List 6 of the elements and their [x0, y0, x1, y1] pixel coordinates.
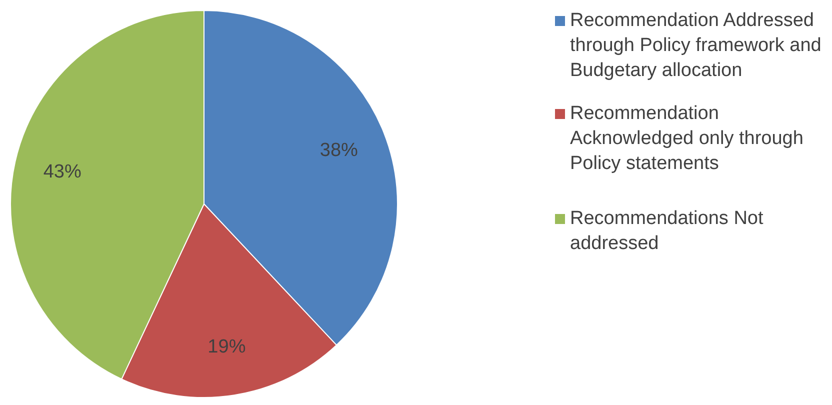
data-label: 43% [43, 162, 82, 183]
legend-label: Recommendation Addressed through Policy framework and Budgetary allocation [570, 9, 822, 83]
data-label: 19% [208, 336, 246, 358]
legend-label: Recommendations Not addressed [570, 207, 764, 256]
legend-label: Recommendation Acknowledged only through Policy statements [570, 102, 804, 176]
data-label: 38% [320, 140, 358, 161]
